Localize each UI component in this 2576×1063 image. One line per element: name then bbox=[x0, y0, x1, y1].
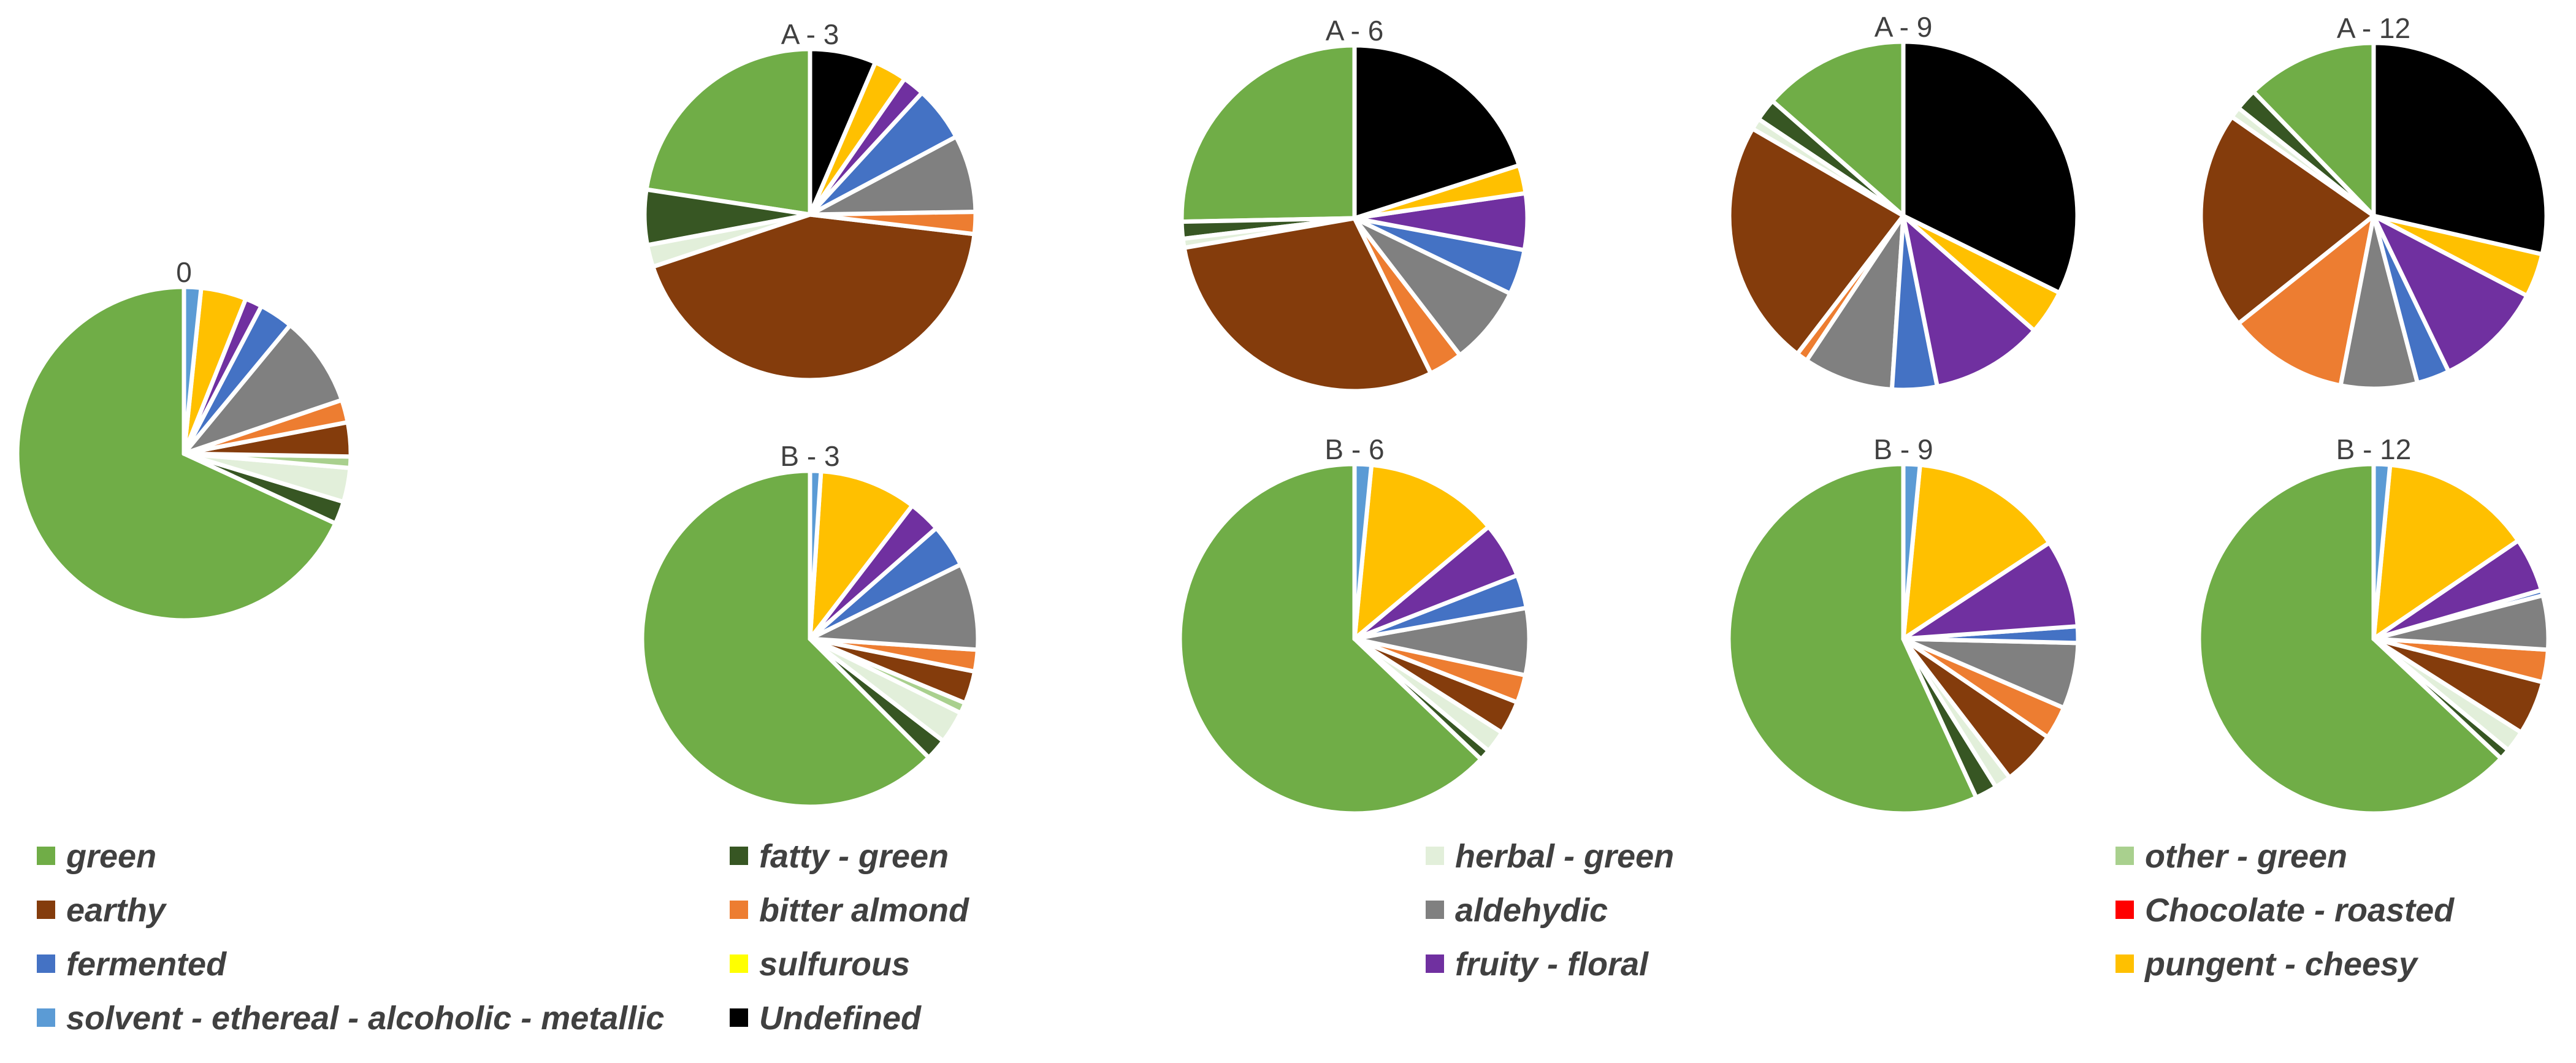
pie-title: A - 12 bbox=[2337, 12, 2410, 44]
pie-slice-aldehydic bbox=[1352, 216, 1513, 357]
pie-slice-green bbox=[1177, 462, 1483, 816]
legend-label: fruity - floral bbox=[1455, 946, 1649, 983]
pie-slice-green bbox=[1179, 43, 1357, 224]
pie-chart: B - 3 bbox=[640, 440, 980, 809]
pie-slice-aldehydic bbox=[808, 562, 980, 652]
pie-slice-aldehydic bbox=[182, 322, 344, 456]
legend-swatch bbox=[37, 847, 55, 865]
legend-swatch bbox=[2115, 847, 2134, 865]
legend-label: pungent - cheesy bbox=[2144, 946, 2419, 983]
legend-label: other - green bbox=[2145, 838, 2347, 875]
legend-item: sulfurous bbox=[730, 946, 910, 983]
pie-slice-pungent-cheesy bbox=[808, 469, 915, 641]
pie-slice-undefined bbox=[2371, 40, 2549, 257]
legend-label: green bbox=[66, 838, 156, 875]
legend-item: bitter almond bbox=[730, 892, 969, 929]
legend-swatch bbox=[37, 901, 55, 919]
pie-slice-green bbox=[15, 284, 338, 623]
legend-label: aldehydic bbox=[1455, 892, 1608, 929]
pie-slice-green bbox=[1770, 39, 1906, 218]
pie-title: B - 9 bbox=[1873, 433, 1933, 465]
legend-item: fermented bbox=[37, 946, 227, 983]
pie-slice-earthy bbox=[2198, 115, 2376, 326]
pie-chart: A - 3 bbox=[642, 18, 978, 383]
pie-title: A - 3 bbox=[781, 18, 839, 50]
legend-item: fruity - floral bbox=[1426, 946, 1649, 983]
chart-legend: green fatty - green herbal - green other - … bbox=[37, 838, 2455, 1037]
pie-slice-green bbox=[2196, 462, 2504, 816]
pie-slice-earthy bbox=[651, 212, 977, 383]
pie-slice-pungent-cheesy bbox=[2371, 462, 2521, 641]
pie-slice-solvent bbox=[1901, 462, 1922, 641]
pie-slice-solvent bbox=[2371, 462, 2393, 641]
legend-swatch bbox=[730, 954, 748, 973]
pie-slice-solvent bbox=[808, 468, 824, 641]
pie-chart: A - 12 bbox=[2198, 12, 2549, 391]
legend-swatch bbox=[1426, 954, 1444, 973]
legend-swatch bbox=[2115, 901, 2134, 919]
legend-swatch bbox=[1426, 847, 1444, 865]
pie-slice-earthy bbox=[1727, 126, 1906, 356]
legend-item: solvent - ethereal - alcoholic - metalli… bbox=[37, 1000, 664, 1037]
pie-slice-solvent bbox=[1352, 462, 1374, 641]
legend-item: earthy bbox=[37, 892, 167, 929]
pie-slice-green bbox=[2251, 40, 2376, 218]
legend-item: fatty - green bbox=[730, 838, 949, 875]
pie-slice-aldehydic bbox=[2338, 213, 2420, 391]
pie-slice-pungent-cheesy bbox=[1352, 462, 1491, 641]
pie-chart: B - 9 bbox=[1726, 433, 2081, 816]
legend-label: herbal - green bbox=[1455, 838, 1674, 875]
legend-label: bitter almond bbox=[759, 892, 969, 929]
pie-slice-green bbox=[644, 47, 812, 217]
pie-title: A - 9 bbox=[1875, 11, 1933, 43]
pie-slice-fruity-floral bbox=[1901, 540, 2080, 641]
legend-swatch bbox=[2115, 954, 2134, 973]
legend-label: earthy bbox=[66, 892, 167, 929]
legend-label: Chocolate - roasted bbox=[2145, 892, 2455, 929]
pie-slice-undefined bbox=[1352, 43, 1521, 221]
legend-label: sulfurous bbox=[759, 946, 910, 983]
legend-swatch bbox=[730, 901, 748, 919]
pie-slice-fruity-floral bbox=[1901, 213, 2037, 389]
legend-item: aldehydic bbox=[1426, 892, 1608, 929]
pie-title: A - 6 bbox=[1326, 15, 1384, 47]
legend-swatch bbox=[37, 1008, 55, 1027]
legend-label: solvent - ethereal - alcoholic - metalli… bbox=[66, 1000, 664, 1037]
legend-item: green bbox=[37, 838, 156, 875]
pie-slice-pungent-cheesy bbox=[1901, 462, 2052, 641]
pie-chart: B - 12 bbox=[2196, 433, 2551, 816]
pie-slice-undefined bbox=[808, 47, 877, 217]
legend-swatch bbox=[1426, 901, 1444, 919]
legend-swatch bbox=[37, 954, 55, 973]
pie-title: 0 bbox=[176, 256, 192, 288]
pie-slice-bitter-almond bbox=[2236, 213, 2376, 388]
pie-slice-green bbox=[640, 468, 931, 809]
legend-item: pungent - cheesy bbox=[2115, 946, 2419, 983]
pie-title: B - 3 bbox=[780, 440, 839, 472]
pie-title: B - 12 bbox=[2336, 433, 2412, 465]
legend-label: fermented bbox=[66, 946, 227, 983]
legend-item: other - green bbox=[2115, 838, 2347, 875]
pie-slice-green bbox=[1726, 462, 1979, 816]
pie-slice-solvent bbox=[182, 284, 204, 456]
legend-label: Undefined bbox=[759, 1000, 922, 1037]
legend-swatch bbox=[730, 847, 748, 865]
legend-item: herbal - green bbox=[1426, 838, 1674, 875]
pie-chart: B - 6 bbox=[1177, 433, 1532, 816]
pie-chart: A - 9 bbox=[1727, 11, 2080, 392]
legend-item: Undefined bbox=[730, 1000, 922, 1037]
pie-slice-undefined bbox=[1901, 39, 2080, 295]
pie-chart: 0 bbox=[15, 256, 353, 623]
pie-chart: A - 6 bbox=[1179, 15, 1530, 394]
pie-slice-earthy bbox=[1182, 216, 1434, 394]
pie-slice-aldehydic bbox=[808, 134, 978, 217]
legend-swatch bbox=[730, 1008, 748, 1027]
pie-title: B - 6 bbox=[1324, 433, 1384, 465]
legend-item: Chocolate - roasted bbox=[2115, 892, 2455, 929]
pie-slice-aldehydic bbox=[1804, 213, 1906, 392]
pie-slice-fruity-floral bbox=[2371, 213, 2529, 374]
legend-label: fatty - green bbox=[759, 838, 949, 875]
